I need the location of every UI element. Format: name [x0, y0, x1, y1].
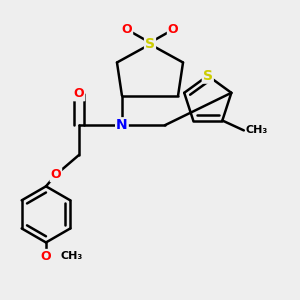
Text: S: S	[145, 37, 155, 51]
Text: O: O	[41, 250, 51, 263]
Text: CH₃: CH₃	[245, 125, 268, 135]
Text: O: O	[74, 87, 84, 101]
Text: O: O	[168, 23, 178, 36]
Text: N: N	[116, 118, 128, 132]
Text: O: O	[122, 23, 132, 36]
Text: S: S	[203, 69, 213, 83]
Text: O: O	[51, 168, 61, 181]
Text: CH₃: CH₃	[61, 251, 83, 261]
